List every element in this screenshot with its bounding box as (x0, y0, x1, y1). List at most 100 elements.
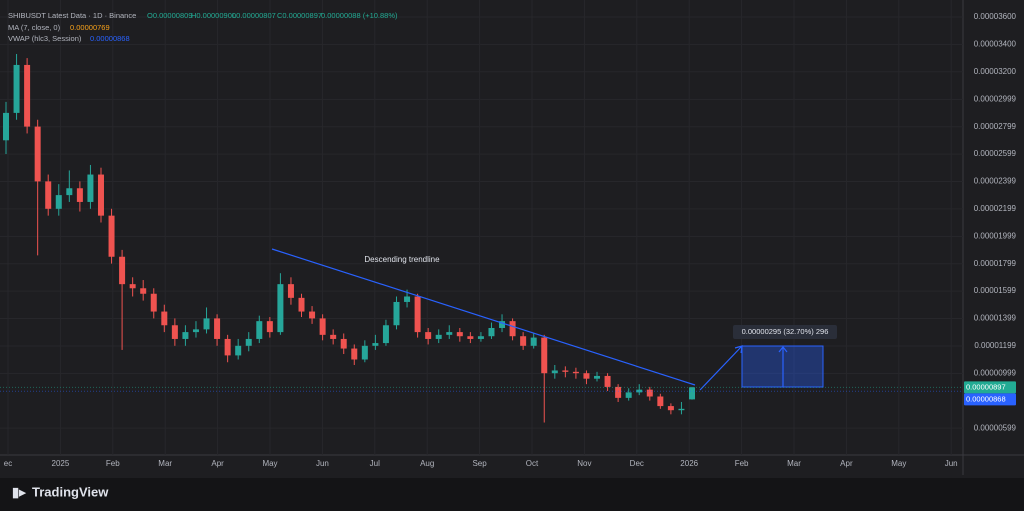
candle-body (66, 188, 73, 196)
candle-body (414, 296, 421, 333)
indicator-value: 0.00000769 (70, 23, 110, 32)
candle-body (45, 181, 52, 209)
candle-body (330, 334, 337, 339)
y-tick-label: 0.00003200 (974, 67, 1017, 76)
candle-body (108, 215, 115, 257)
candle-body (266, 321, 273, 333)
price-marker-label: 0.00000868 (966, 394, 1006, 403)
candle-body (224, 338, 231, 356)
candle-body (361, 345, 368, 360)
candle-body (625, 392, 632, 398)
y-tick-label: 0.00000599 (974, 423, 1017, 432)
y-tick-label: 0.00003600 (974, 12, 1017, 21)
candle-body (140, 288, 147, 294)
candle-body (235, 345, 242, 356)
y-tick-label: 0.00002199 (974, 204, 1017, 213)
x-tick-label: 2026 (680, 459, 698, 468)
candle-body (277, 284, 284, 333)
candle-body (456, 332, 463, 337)
candle-body (657, 396, 664, 407)
candle-body (583, 373, 590, 379)
y-tick-label: 0.00001399 (974, 314, 1017, 323)
candle-body (171, 325, 178, 339)
candle-body (499, 321, 506, 328)
x-tick-label: Mar (787, 459, 801, 468)
price-marker-bg (964, 381, 1016, 394)
candle-body (689, 387, 695, 400)
y-tick-label: 0.00003400 (974, 39, 1017, 48)
candle-body (87, 174, 94, 202)
candles (3, 53, 695, 423)
candle-body (615, 386, 622, 398)
candle-body (551, 370, 558, 374)
candle-body (319, 318, 326, 335)
candle-body (425, 332, 432, 339)
candle-body (129, 284, 136, 289)
x-tick-label: Apr (840, 459, 853, 468)
candle-body (667, 406, 674, 411)
candle-body (594, 375, 601, 379)
candle-body (477, 336, 484, 339)
x-tick-label: Nov (577, 459, 591, 468)
measure-arrow (778, 346, 788, 387)
ohlc-legend: H0.00000900 (191, 11, 236, 20)
candle-body (76, 188, 83, 202)
candle-body (488, 327, 495, 337)
y-tick-label: 0.00002599 (974, 149, 1017, 158)
candle-body (446, 332, 453, 335)
y-tick-label: 0.00001799 (974, 259, 1017, 268)
candle-body (24, 64, 31, 127)
indicator-name: VWAP (hlc3, Session) (8, 34, 82, 43)
candle-body (97, 174, 104, 216)
candle-body (340, 338, 347, 349)
price-marker-bg (964, 393, 1016, 406)
candle-body (404, 296, 411, 302)
candle-body (3, 112, 9, 141)
x-tick-label: Jul (370, 459, 380, 468)
candle-body (646, 389, 653, 397)
trendline (271, 248, 696, 386)
brand-logo: ▮▸ (12, 484, 27, 499)
y-tick-label: 0.00001999 (974, 231, 1017, 240)
x-tick-label: Dec (630, 459, 644, 468)
candle-body (245, 338, 252, 346)
y-tick-label: 0.00001599 (974, 286, 1017, 295)
brand: TradingView (32, 484, 109, 499)
ohlc-legend: C0.00000897 (277, 11, 322, 20)
candle-body (530, 337, 537, 346)
candle-body (192, 329, 199, 333)
measure-label: 0.00000295 (32.70%) 296 (742, 327, 829, 336)
measure-label-bg (733, 325, 837, 339)
chart-title: SHIBUSDT Latest Data · 1D · Binance (8, 11, 136, 20)
candle-body (55, 195, 62, 209)
candle-body (287, 284, 294, 298)
x-tick-label: May (262, 459, 277, 468)
x-tick-label: Jun (316, 459, 329, 468)
candle-body (562, 370, 569, 372)
ohlc-legend: O0.00000809 (147, 11, 192, 20)
ohlc-legend: L0.00000807 (232, 11, 276, 20)
candle-body (509, 321, 516, 337)
candle-body (298, 297, 305, 312)
x-tick-label: Mar (158, 459, 172, 468)
y-tick-label: 0.00002999 (974, 94, 1017, 103)
indicator-value: 0.00000868 (90, 34, 130, 43)
candle-body (572, 371, 579, 374)
candle-body (372, 343, 379, 346)
x-tick-label: Feb (735, 459, 749, 468)
candle-body (678, 408, 685, 411)
ohlc-legend: 0.00000088 (+10.88%) (321, 11, 398, 20)
y-tick-label: 0.00002799 (974, 122, 1017, 131)
candle-body (382, 325, 389, 344)
candle-body (203, 318, 210, 330)
candle-body (351, 348, 358, 360)
y-tick-label: 0.00000999 (974, 368, 1017, 377)
candle-body (214, 318, 221, 339)
candle-body (182, 332, 189, 339)
footer-bar (0, 478, 1024, 511)
indicator-name: MA (7, close, 0) (8, 23, 61, 32)
